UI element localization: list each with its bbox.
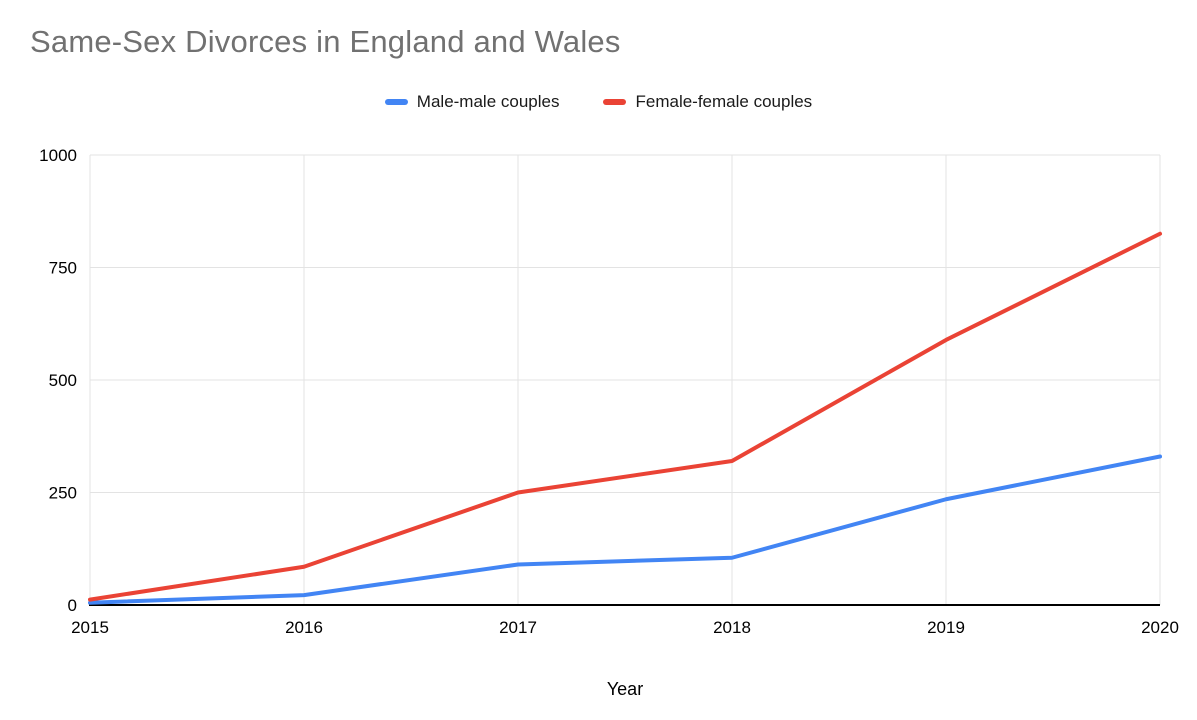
legend-item-male-male-couples: Male-male couples	[384, 92, 560, 112]
series-line-female-female-couples	[88, 231, 1162, 602]
series-line-male-male-couples	[88, 454, 1162, 605]
x-tick-label: 2016	[285, 618, 323, 637]
x-tick-label: 2017	[499, 618, 537, 637]
y-tick-label: 750	[49, 259, 77, 278]
chart-legend: Male-male couples Female-female couples	[0, 92, 1197, 112]
x-tick-label: 2019	[927, 618, 965, 637]
legend-swatch-icon	[384, 99, 408, 105]
legend-label: Female-female couples	[635, 92, 813, 111]
x-tick-label: 2015	[71, 618, 109, 637]
x-axis-title: Year	[606, 679, 644, 699]
chart-title: Same-Sex Divorces in England and Wales	[30, 24, 621, 59]
legend-item-female-female-couples: Female-female couples	[603, 92, 812, 112]
y-tick-label: 0	[68, 596, 77, 615]
y-tick-label: 500	[49, 371, 77, 390]
x-tick-label: 2020	[1141, 618, 1179, 637]
y-tick-label: 250	[49, 484, 77, 503]
legend-swatch-icon	[603, 99, 627, 105]
x-tick-label: 2018	[713, 618, 751, 637]
y-tick-label: 1000	[39, 146, 77, 165]
legend-label: Male-male couples	[416, 92, 560, 111]
